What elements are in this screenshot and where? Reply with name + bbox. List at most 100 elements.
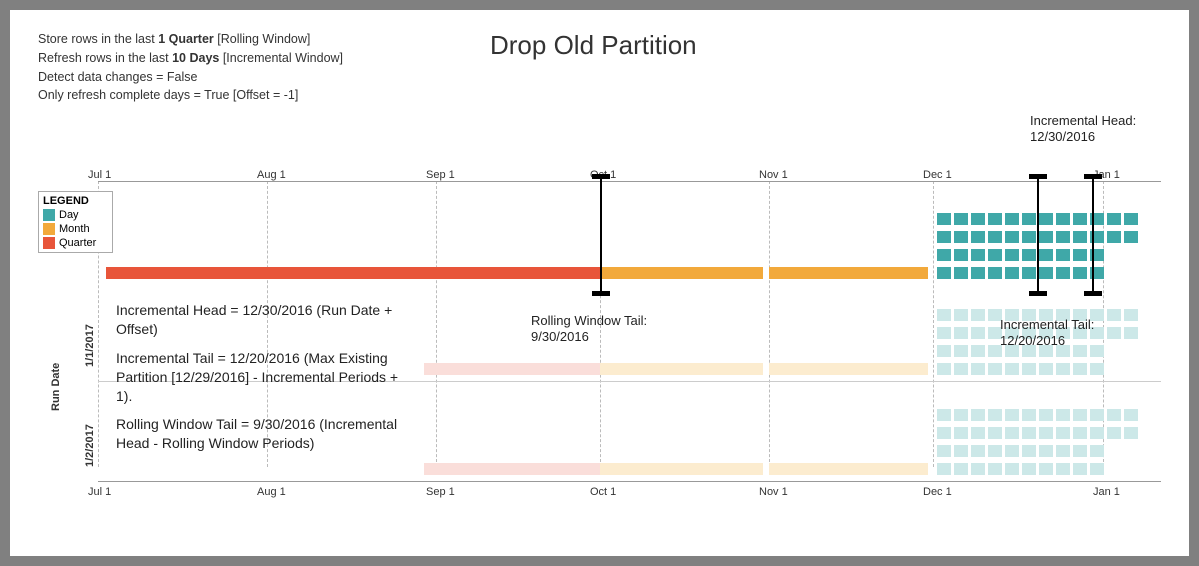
day-cell-faded <box>1124 409 1138 421</box>
day-cell-faded <box>1056 427 1070 439</box>
month-label-bottom: Jul 1 <box>88 486 111 498</box>
day-cell <box>1005 249 1019 261</box>
day-cell-faded <box>1039 363 1053 375</box>
day-cell-faded <box>1090 427 1104 439</box>
cfg-line4: Only refresh complete days = True [Offse… <box>38 86 343 105</box>
day-cell-faded <box>1090 363 1104 375</box>
inc-tail-label: Incremental Tail: <box>1000 317 1094 332</box>
day-cell-faded <box>1073 463 1087 475</box>
day-cell-faded <box>954 345 968 357</box>
legend-label: Day <box>59 209 79 221</box>
day-cell-faded <box>988 427 1002 439</box>
description-box: Incremental Head = 12/30/2016 (Run Date … <box>116 301 416 453</box>
incremental-head-annot: Incremental Head: 12/30/2016 <box>1030 113 1136 144</box>
day-cell-faded <box>1107 309 1121 321</box>
month-label-top: Aug 1 <box>257 169 286 181</box>
day-cell <box>954 213 968 225</box>
timeline-chart: Incremental Head: 12/30/2016 Jul 1Aug 1S… <box>38 141 1161 501</box>
day-cell-faded <box>988 445 1002 457</box>
day-cell <box>1056 249 1070 261</box>
day-cell-faded <box>1039 427 1053 439</box>
day-cell-faded <box>1090 409 1104 421</box>
month-label-bottom: Dec 1 <box>923 486 952 498</box>
day-cell <box>1005 267 1019 279</box>
day-cell <box>1073 213 1087 225</box>
quarter-bar <box>106 267 600 279</box>
day-cell <box>1124 213 1138 225</box>
gridline <box>933 181 934 467</box>
day-cell-faded <box>937 427 951 439</box>
day-cell <box>988 267 1002 279</box>
run-date-label: 1/2/2017 <box>84 424 96 467</box>
day-cell-faded <box>1022 445 1036 457</box>
day-cell-faded <box>954 409 968 421</box>
day-cell-faded <box>1073 363 1087 375</box>
day-cell <box>1022 249 1036 261</box>
day-cell-faded <box>1056 363 1070 375</box>
day-cell-faded <box>971 363 985 375</box>
day-cell-faded <box>1107 427 1121 439</box>
day-cell <box>971 249 985 261</box>
day-cell-faded <box>1039 409 1053 421</box>
incremental-tail-annot: Incremental Tail: 12/20/2016 <box>1000 317 1094 348</box>
day-cell-faded <box>1107 409 1121 421</box>
month-label-bottom: Sep 1 <box>426 486 455 498</box>
day-cell-faded <box>1022 409 1036 421</box>
day-cell-faded <box>1039 463 1053 475</box>
day-cell <box>1022 267 1036 279</box>
legend-swatch <box>43 237 55 249</box>
day-cell <box>1107 231 1121 243</box>
day-cell-faded <box>1124 327 1138 339</box>
axis-top-line <box>98 181 1161 182</box>
axis-bot-line <box>98 481 1161 482</box>
day-cell-faded <box>937 345 951 357</box>
legend-label: Quarter <box>59 237 96 249</box>
legend-title: LEGEND <box>41 194 110 208</box>
day-cell <box>1107 213 1121 225</box>
month-label-bottom: Nov 1 <box>759 486 788 498</box>
desc-p1: Incremental Head = 12/30/2016 (Run Date … <box>116 301 416 339</box>
day-cell-faded <box>954 309 968 321</box>
month-label-bottom: Aug 1 <box>257 486 286 498</box>
day-cell <box>1005 213 1019 225</box>
day-cell <box>1005 231 1019 243</box>
day-cell-faded <box>971 327 985 339</box>
day-cell-faded <box>1005 427 1019 439</box>
gridline <box>769 181 770 467</box>
day-cell-faded <box>988 409 1002 421</box>
day-cell-faded <box>937 309 951 321</box>
day-cell-faded <box>971 345 985 357</box>
day-cell <box>971 267 985 279</box>
month-label-top: Nov 1 <box>759 169 788 181</box>
cfg-line2-post: [Incremental Window] <box>219 51 343 65</box>
marker-icon <box>1037 177 1039 293</box>
inc-head-label: Incremental Head: <box>1030 113 1136 128</box>
day-cell-faded <box>971 463 985 475</box>
month-label-top: Jul 1 <box>88 169 111 181</box>
cfg-line2-bold: 10 Days <box>172 51 219 65</box>
day-cell <box>1039 267 1053 279</box>
month-label-bottom: Oct 1 <box>590 486 616 498</box>
month-bar-faded <box>600 463 763 475</box>
day-cell-faded <box>1107 327 1121 339</box>
marker-icon <box>1092 177 1094 293</box>
marker-icon <box>600 177 602 293</box>
day-cell-faded <box>988 363 1002 375</box>
inc-head-date: 12/30/2016 <box>1030 129 1095 144</box>
day-cell-faded <box>937 327 951 339</box>
run-date-label: 1/1/2017 <box>84 324 96 367</box>
day-cell <box>937 231 951 243</box>
chart-title: Drop Old Partition <box>490 30 697 61</box>
day-cell-faded <box>1022 463 1036 475</box>
quarter-bar-faded <box>424 363 600 375</box>
inc-tail-date: 12/20/2016 <box>1000 333 1065 348</box>
day-cell <box>1056 231 1070 243</box>
day-cell <box>1056 213 1070 225</box>
day-cell <box>954 267 968 279</box>
quarter-bar-faded <box>424 463 600 475</box>
day-cell-faded <box>1056 445 1070 457</box>
legend-box: LEGEND DayMonthQuarter <box>38 191 113 253</box>
day-cell-faded <box>1056 409 1070 421</box>
cfg-line1-bold: 1 Quarter <box>158 32 214 46</box>
day-cell <box>1039 213 1053 225</box>
